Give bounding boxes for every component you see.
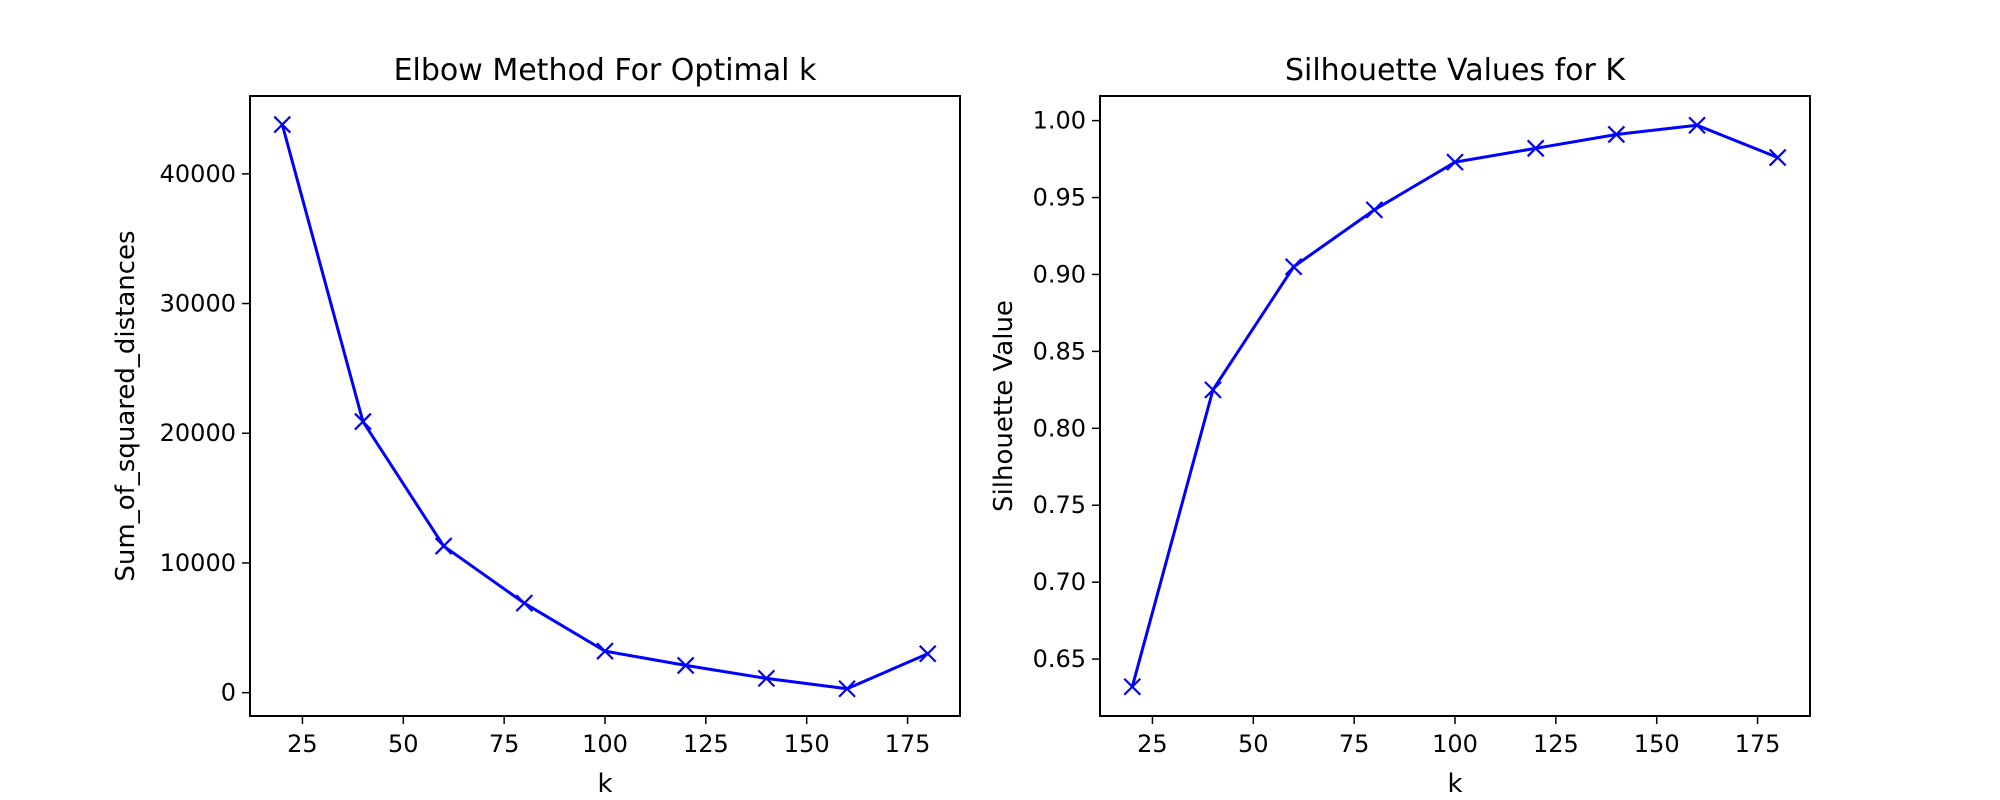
y-tick-label: 0.90 [1033,260,1086,288]
data-point [1204,381,1222,399]
x-axis-label: k [597,769,612,799]
y-axis-label: Silhouette Value [989,300,1019,512]
x-tick-label: 50 [1238,730,1269,758]
x-tick-label: 125 [1533,730,1579,758]
y-tick-label: 30000 [160,290,236,318]
silhouette-chart: Silhouette Values for K k Silhouette Val… [989,53,1811,799]
data-point [354,412,372,431]
data-point [1365,201,1384,219]
y-tick-label: 0.65 [1033,645,1086,673]
y-tick-label: 0 [221,679,236,707]
y-tick-label: 0.75 [1033,491,1086,519]
y-tick-label: 0.70 [1033,568,1086,596]
x-tick-label: 100 [1432,730,1478,758]
data-point [596,642,614,660]
data-point [1526,139,1545,158]
data-point [838,679,856,698]
y-tick-label: 10000 [160,549,236,577]
x-tick-label: 150 [1634,730,1680,758]
data-point [1607,125,1626,144]
x-tick-label: 100 [582,730,628,758]
chart-title: Silhouette Values for K [1285,53,1626,88]
x-tick-label: 125 [683,730,729,758]
y-tick-label: 0.80 [1033,414,1086,442]
y-tick-label: 0.85 [1033,337,1086,365]
data-point [676,656,695,675]
data-point [273,115,292,134]
data-point [1768,148,1787,167]
data-point [757,669,776,688]
x-axis-label: k [1447,769,1462,799]
y-axis-label: Sum_of_squared_distances [111,230,141,581]
x-tick-label: 75 [1339,730,1370,758]
data-point [515,594,534,612]
data-point [918,644,937,663]
y-tick-label: 20000 [160,419,236,447]
x-tick-label: 175 [1735,730,1781,758]
chart-title: Elbow Method For Optimal k [394,53,817,88]
y-tick-label: 0.95 [1033,184,1086,212]
x-tick-label: 75 [489,730,520,758]
x-tick-label: 25 [287,730,318,758]
data-point [1284,257,1303,276]
x-tick-label: 25 [1137,730,1168,758]
data-point [1688,116,1706,135]
elbow-chart: Elbow Method For Optimal k k Sum_of_squa… [111,53,961,799]
data-point [1123,677,1142,696]
data-point [1446,153,1464,171]
x-tick-label: 175 [885,730,931,758]
y-tick-label: 1.00 [1033,107,1086,135]
x-tick-label: 50 [388,730,419,758]
data-point [434,537,453,555]
x-tick-label: 150 [784,730,830,758]
y-tick-label: 40000 [160,160,236,188]
